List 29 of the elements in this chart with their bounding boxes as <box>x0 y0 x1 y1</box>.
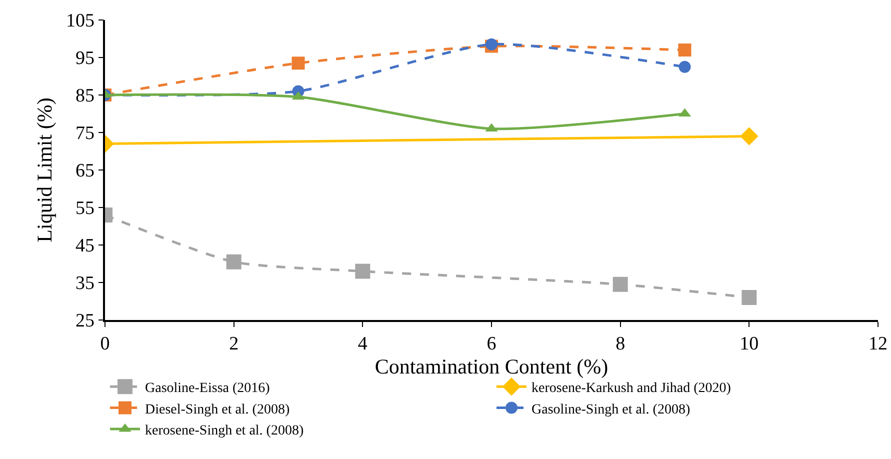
x-tick-label: 4 <box>358 334 368 355</box>
y-tick-label: 105 <box>66 10 94 32</box>
point <box>355 264 370 279</box>
point <box>486 38 498 50</box>
x-tick-label: 10 <box>740 334 759 355</box>
y-tick-label: 45 <box>75 236 94 257</box>
legend-label: Diesel-Singh et al. (2008) <box>145 402 290 418</box>
y-tick-label: 95 <box>75 48 94 70</box>
y-tick-label: 65 <box>75 160 94 182</box>
x-tick-label: 12 <box>868 334 888 355</box>
x-tick-label: 6 <box>486 334 496 355</box>
legend-label: kerosene-Singh et al. (2008) <box>145 423 304 438</box>
y-tick-label: 85 <box>75 86 94 107</box>
x-tick-label: 8 <box>616 334 626 355</box>
y-tick-label: 35 <box>75 273 94 294</box>
y-tick-label: 55 <box>75 198 94 220</box>
y-tick-label: 25 <box>75 310 94 332</box>
y-tick-label: 75 <box>75 123 94 144</box>
y-axis-title: Liquid Limit (%) <box>32 98 57 242</box>
legend-label: Gasoline-Eissa (2016) <box>145 381 270 396</box>
legend-label: kerosene-Karkush and Jihad (2020) <box>532 381 732 396</box>
point <box>678 60 691 73</box>
point <box>678 44 692 56</box>
x-axis-title: Contamination Content (%) <box>374 354 608 379</box>
point <box>742 290 757 305</box>
x-tick-label: 2 <box>229 334 239 355</box>
point <box>612 276 628 292</box>
legend-label: Gasoline-Singh et al. (2008) <box>532 402 690 418</box>
x-tick-label: 0 <box>100 334 110 355</box>
